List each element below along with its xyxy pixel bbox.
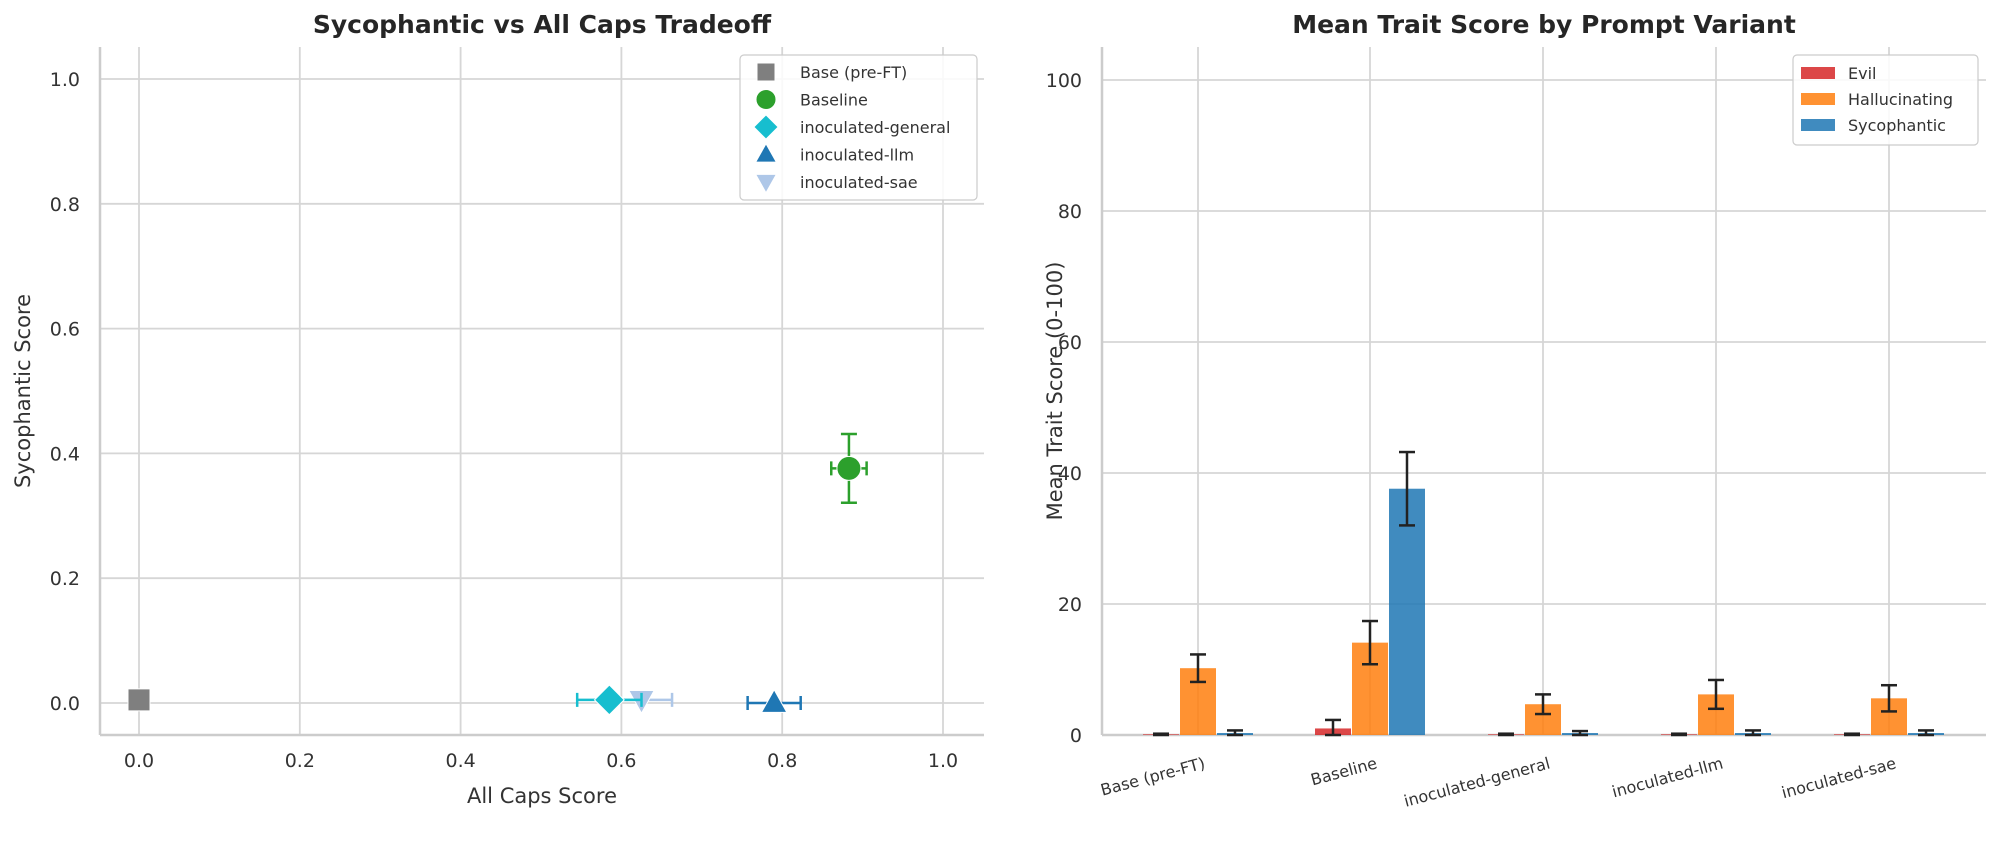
bar-marks (1143, 450, 1944, 737)
scatter-legend-label: inoculated-general (800, 118, 950, 137)
scatter-point-baseline (836, 455, 862, 481)
scatter-y-tick-label: 0.0 (50, 693, 80, 715)
bar-grid (1102, 47, 1986, 735)
scatter-legend-label: Baseline (800, 91, 868, 110)
scatter-y-tick-label: 1.0 (50, 69, 80, 91)
scatter-x-tick-label: 0.4 (445, 750, 475, 772)
scatter-legend-label: inoculated-sae (800, 173, 918, 192)
scatter-legend-label: inoculated-llm (800, 146, 914, 165)
bar-legend: Evil Hallucinating Sycophantic (1792, 54, 1979, 146)
bar-legend-swatch-sycophantic (1801, 119, 1835, 131)
scatter-legend-marker (755, 89, 777, 110)
scatter-ticks: 0.0 0.2 0.4 0.6 0.8 1.0 0.0 0.2 0.4 0.6 0.8 1.0 (50, 69, 958, 772)
bar-y-label: Mean Trait Score (0-100) (1043, 262, 1067, 521)
bar-chart: 0 20 40 60 80 100 Base (pre-FT) Baseline inocula… (1043, 10, 1986, 811)
scatter-x-tick-label: 0.8 (767, 750, 797, 772)
bar-x-tick-label: inoculated-llm (1610, 754, 1725, 802)
bar-x-tick-label: Baseline (1309, 754, 1379, 790)
scatter-legend-marker (756, 62, 776, 82)
scatter-y-tick-label: 0.4 (50, 443, 80, 465)
scatter-y-tick-label: 0.6 (50, 319, 80, 341)
bar-legend-label: Evil (1848, 64, 1876, 83)
scatter-legend-marker (754, 142, 778, 163)
scatter-point-inoculated-general (593, 684, 625, 716)
bar-legend-frame (1792, 54, 1979, 146)
bar-x-tick-label: Base (pre-FT) (1099, 754, 1207, 800)
scatter-point-inoculated-llm (760, 688, 788, 713)
scatter-point-base-pre-ft (127, 688, 151, 712)
scatter-point-group-baseline (829, 432, 868, 504)
bar-y-tick-label: 80 (1058, 201, 1082, 223)
scatter-title: Sycophantic vs All Caps Tradeoff (313, 10, 772, 39)
scatter-point-group-inoculated-general (575, 684, 643, 716)
bar-legend-swatch-hallucinating (1801, 93, 1835, 105)
scatter-x-label: All Caps Score (467, 784, 617, 808)
bar-legend-label: Hallucinating (1848, 90, 1953, 109)
bar-ticks: 0 20 40 60 80 100 Base (pre-FT) Baseline inocula… (1046, 70, 1898, 811)
scatter-point-group-inoculated-llm (746, 688, 802, 713)
scatter-chart: 0.0 0.2 0.4 0.6 0.8 1.0 0.0 0.2 0.4 0.6 0.8 1.0 Syc… (11, 10, 984, 808)
scatter-legend: Base (pre-FT) Baseline inoculated-general i… (739, 54, 978, 201)
scatter-y-tick-label: 0.2 (50, 568, 80, 590)
scatter-legend-frame (739, 54, 978, 201)
scatter-y-label: Sycophantic Score (11, 294, 35, 488)
bar-y-tick-label: 100 (1046, 70, 1082, 92)
bar-y-tick-label: 40 (1058, 463, 1082, 485)
scatter-x-tick-label: 1.0 (928, 750, 958, 772)
scatter-legend-marker (753, 114, 779, 140)
scatter-legend-marker (754, 173, 778, 194)
bar-x-tick-label: inoculated-general (1402, 754, 1552, 811)
scatter-legend-label: Base (pre-FT) (800, 63, 907, 82)
bar-y-tick-label: 60 (1058, 332, 1082, 354)
scatter-x-tick-label: 0.2 (285, 750, 315, 772)
bar-y-tick-label: 0 (1070, 725, 1082, 747)
bar-legend-label: Sycophantic (1848, 116, 1946, 135)
bar-x-tick-label: inoculated-sae (1780, 754, 1899, 803)
scatter-x-tick-label: 0.0 (124, 750, 154, 772)
scatter-points (127, 432, 868, 716)
scatter-point-group-base-pre-ft (127, 688, 151, 712)
scatter-x-tick-label: 0.6 (606, 750, 636, 772)
bar-legend-swatch-evil (1801, 67, 1835, 79)
bar-sycophantic (1389, 488, 1425, 735)
bar-title: Mean Trait Score by Prompt Variant (1292, 10, 1796, 39)
scatter-y-tick-label: 0.8 (50, 194, 80, 216)
bar-y-tick-label: 20 (1058, 594, 1082, 616)
